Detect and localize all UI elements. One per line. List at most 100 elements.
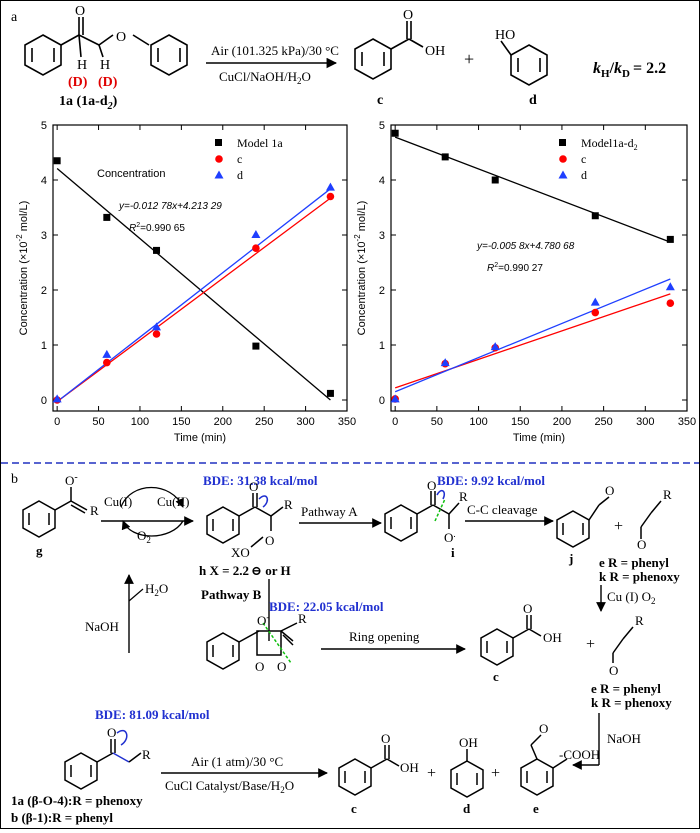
point-1 bbox=[103, 358, 111, 367]
y-tick-label: 3 bbox=[41, 230, 47, 242]
h-r: R bbox=[284, 497, 293, 512]
bde-i: BDE: 9.92 kcal/mol bbox=[437, 473, 545, 488]
point-0 bbox=[391, 129, 399, 137]
y-tick-label: 0 bbox=[379, 395, 385, 407]
arrow-a-top: Air (101.325 kPa)/30 °C bbox=[211, 43, 339, 58]
product-d-structure bbox=[500, 40, 548, 86]
bc-o: O bbox=[381, 731, 390, 746]
point-2 bbox=[440, 358, 450, 367]
cc-cleavage-label: C-C cleavage bbox=[467, 502, 538, 517]
legend-label: Model 1a bbox=[237, 136, 283, 150]
point-2 bbox=[102, 349, 112, 358]
ek-o: O bbox=[637, 537, 646, 552]
y-tick-label: 5 bbox=[41, 120, 47, 132]
x-tick-label: 0 bbox=[392, 416, 398, 428]
point-1 bbox=[252, 244, 260, 252]
y-tick-label: 2 bbox=[379, 285, 385, 297]
y-axis-label: Concentration (×10-2 mol/L) bbox=[353, 201, 368, 336]
bc-oh: OH bbox=[400, 760, 419, 775]
x-tick-label: 250 bbox=[255, 416, 273, 428]
c-mid-o: O bbox=[523, 601, 532, 616]
reactant-h2: H bbox=[100, 58, 110, 73]
legend-marker bbox=[559, 155, 567, 163]
y-tick-label: 2 bbox=[41, 285, 47, 297]
point-2 bbox=[52, 394, 62, 403]
h-oo: O bbox=[265, 533, 274, 548]
kie-value: kH/kD = 2.2 bbox=[593, 60, 666, 80]
product-c-structure bbox=[354, 21, 424, 80]
be-label: e bbox=[533, 801, 539, 816]
point-0 bbox=[153, 246, 161, 254]
plot-area bbox=[390, 124, 688, 412]
s-label-1: 1a (β-O-4):R = phenoxy bbox=[11, 793, 143, 808]
e-r-phenyl: e R = phenyl bbox=[599, 555, 669, 570]
structure-d-bottom bbox=[450, 749, 484, 798]
c-mid-oh: OH bbox=[543, 630, 562, 645]
annotation-title: Concentration bbox=[97, 168, 166, 180]
legend-marker bbox=[558, 170, 568, 179]
fit-line-0 bbox=[394, 136, 671, 243]
bde-diox: BDE: 22.05 kcal/mol bbox=[269, 599, 384, 614]
x-tick-label: 100 bbox=[469, 416, 487, 428]
x-tick-label: 350 bbox=[338, 416, 356, 428]
legend-marker bbox=[214, 170, 224, 179]
x-tick-label: 0 bbox=[54, 416, 60, 428]
g-o: O- bbox=[65, 472, 78, 488]
i-om: O. bbox=[444, 529, 456, 545]
structure-j bbox=[556, 496, 610, 548]
bd-label: d bbox=[463, 801, 471, 816]
s-label-2: b (β-1):R = phenyl bbox=[11, 810, 113, 825]
plus-bottom-1: + bbox=[427, 765, 436, 782]
fit-r2: R2=0.990 27 bbox=[487, 262, 543, 274]
fit-equation: y=-0.012 78x+4.213 29 bbox=[118, 201, 222, 212]
cu-o2-label: Cu (I) O2 bbox=[607, 589, 656, 606]
point-0 bbox=[666, 235, 674, 243]
k-r-phenoxy: k R = phenoxy bbox=[599, 569, 680, 584]
fit-equation: y=-0.005 8x+4.780 68 bbox=[476, 241, 575, 252]
bde-1a: BDE: 81.09 kcal/mol bbox=[95, 707, 210, 722]
x-axis-label: Time (min) bbox=[513, 432, 565, 444]
x-tick-label: 250 bbox=[594, 416, 612, 428]
structure-1a-bottom bbox=[64, 729, 142, 790]
diox-o3: O bbox=[277, 659, 286, 674]
structure-e-bottom bbox=[520, 734, 568, 796]
x-tick-label: 150 bbox=[172, 416, 190, 428]
g-r: R bbox=[90, 503, 99, 518]
bd-oh: OH bbox=[459, 735, 478, 750]
point-2 bbox=[665, 282, 675, 291]
point-0 bbox=[591, 212, 599, 220]
plus-j: + bbox=[614, 518, 623, 535]
point-2 bbox=[251, 229, 261, 238]
point-0 bbox=[53, 157, 61, 165]
i-r: R bbox=[459, 489, 468, 504]
arrow-h2o-branch bbox=[128, 588, 144, 602]
k2-r-phenoxy: k R = phenoxy bbox=[591, 695, 672, 710]
ek2-r: R bbox=[635, 613, 644, 628]
reactant-d2: (D) bbox=[98, 75, 118, 90]
legend-label: d bbox=[237, 168, 243, 182]
legend-marker bbox=[215, 155, 223, 163]
panel-b-label: b bbox=[11, 472, 18, 487]
h2o-label: H2O bbox=[145, 581, 168, 598]
point-1 bbox=[666, 299, 675, 308]
chart-left: 0 50 100 150 200 250 300 350 0 1 2 3 4 5 Time (min) Con… bbox=[15, 120, 356, 444]
s-r: R bbox=[142, 747, 151, 762]
plus-bottom-2: + bbox=[491, 765, 500, 782]
s-o: O bbox=[107, 725, 116, 740]
diox-o2: O bbox=[255, 659, 264, 674]
bottom-arrow-top: Air (1 atm)/30 °C bbox=[191, 754, 283, 769]
product-c-label: c bbox=[377, 93, 383, 108]
reactant-ketone-o: O bbox=[75, 4, 85, 19]
reactant-label: 1a (1a-d2) bbox=[59, 94, 118, 112]
structure-dioxetane bbox=[206, 622, 298, 670]
fit-line-0 bbox=[56, 167, 331, 401]
legend-label: c bbox=[237, 152, 242, 166]
j-label: j bbox=[568, 551, 573, 566]
product-d-ho: HO bbox=[495, 28, 515, 43]
reactant-d1: (D) bbox=[68, 75, 88, 90]
ek-r: R bbox=[663, 487, 672, 502]
reactant-h1: H bbox=[77, 58, 87, 73]
ek2-o: O bbox=[609, 663, 618, 678]
y-tick-label: 3 bbox=[379, 230, 385, 242]
